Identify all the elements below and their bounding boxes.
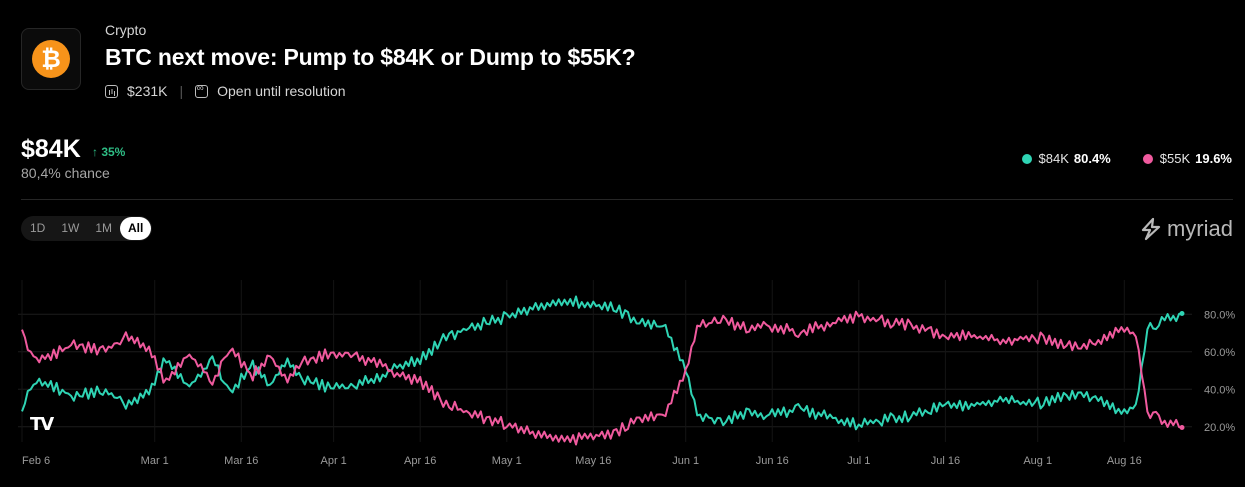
y-tick-label: 80.0% bbox=[1204, 309, 1235, 321]
tradingview-logo: TV bbox=[30, 414, 54, 435]
y-tick-label: 20.0% bbox=[1204, 422, 1235, 434]
series-line-55k bbox=[21, 310, 1183, 446]
legend-dot-55k bbox=[1142, 153, 1153, 164]
x-tick-label: Jun 1 bbox=[672, 455, 699, 467]
section-divider bbox=[21, 199, 1233, 200]
legend-label-55k: $55K bbox=[1159, 151, 1191, 166]
outcome-price: $84K bbox=[21, 135, 81, 163]
x-tick-label: Aug 16 bbox=[1107, 455, 1142, 467]
market-status: Open until resolution bbox=[217, 83, 346, 99]
x-tick-label: Jul 16 bbox=[931, 455, 960, 467]
series-line-84k bbox=[21, 295, 1183, 431]
tab-1m[interactable]: 1M bbox=[95, 221, 113, 235]
market-title: BTC next move: Pump to $84K or Dump to $… bbox=[105, 44, 636, 70]
chart-legend: $84K 80.4% $55K 19.6% bbox=[990, 151, 1232, 166]
y-axis: 80.0% 60.0% 40.0% 20.0% bbox=[1204, 309, 1235, 434]
legend-value-55k: 19.6% bbox=[1195, 151, 1232, 166]
x-tick-label: Jul 1 bbox=[847, 455, 870, 467]
tab-all[interactable]: All bbox=[120, 217, 152, 240]
volume-icon bbox=[105, 84, 118, 98]
tab-1d[interactable]: 1D bbox=[30, 221, 46, 235]
chart-series bbox=[21, 295, 1185, 446]
legend-item-55k: $55K 19.6% bbox=[1142, 151, 1232, 166]
outcome-change: ↑ 35% bbox=[92, 145, 126, 159]
market-meta: $231K | Open until resolution bbox=[105, 83, 346, 99]
y-tick-label: 60.0% bbox=[1204, 347, 1235, 359]
series-endpoint-55k bbox=[1179, 425, 1185, 430]
market-category[interactable]: Crypto bbox=[105, 22, 147, 38]
x-tick-label: Apr 16 bbox=[404, 455, 436, 467]
x-tick-label: Mar 16 bbox=[224, 455, 258, 467]
x-axis: Feb 6 Mar 1 Mar 16 Apr 1 Apr 16 May 1 May 16 Ju… bbox=[22, 455, 1142, 467]
x-tick-label: May 1 bbox=[492, 455, 522, 467]
myriad-wordmark: myriad bbox=[1166, 216, 1233, 241]
chart-grid bbox=[18, 280, 1192, 442]
outcome-chance: 80,4% chance bbox=[21, 165, 110, 181]
legend-item-84k: $84K 80.4% bbox=[1021, 151, 1111, 166]
x-tick-label: Aug 1 bbox=[1023, 455, 1052, 467]
x-tick-label: Apr 1 bbox=[320, 455, 346, 467]
myriad-brand: myriad bbox=[1139, 216, 1233, 242]
legend-value-84k: 80.4% bbox=[1073, 151, 1111, 166]
meta-separator: | bbox=[179, 83, 184, 99]
market-volume: $231K bbox=[127, 83, 168, 99]
market-logo: ₿ bbox=[21, 28, 81, 90]
bitcoin-icon: ₿ bbox=[32, 40, 70, 78]
tab-1w[interactable]: 1W bbox=[61, 221, 80, 235]
legend-label-84k: $84K bbox=[1038, 151, 1069, 166]
time-range-tabs: 1D 1W 1M All bbox=[21, 216, 153, 241]
y-tick-label: 40.0% bbox=[1204, 384, 1235, 396]
x-tick-label: May 16 bbox=[575, 455, 611, 467]
probability-chart[interactable]: 80.0% 60.0% 40.0% 20.0% Feb 6 Mar 1 Mar 16 Apr… bbox=[0, 270, 1245, 487]
x-tick-label: Jun 16 bbox=[756, 455, 789, 467]
x-tick-label: Mar 1 bbox=[141, 455, 169, 467]
legend-dot-84k bbox=[1021, 153, 1032, 164]
infinity-icon bbox=[195, 83, 209, 98]
x-tick-label: Feb 6 bbox=[22, 455, 50, 467]
myriad-logo-icon bbox=[1141, 217, 1161, 241]
series-endpoint-84k bbox=[1179, 311, 1185, 316]
